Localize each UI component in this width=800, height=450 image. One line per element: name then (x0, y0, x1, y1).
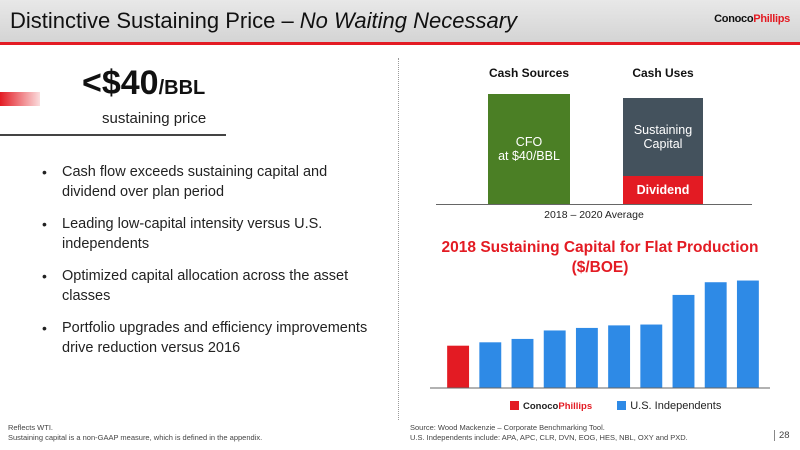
cash-sources-label: Cash Sources (488, 66, 570, 80)
sustaining-price-label: sustaining price (102, 110, 207, 127)
sustaining-price-value: <$40/BBL (82, 64, 205, 103)
bar-conocophillips (447, 345, 470, 388)
slide-title: Distinctive Sustaining Price – No Waitin… (10, 8, 517, 34)
cfo-label-line2: at $40/BBL (498, 149, 560, 163)
sustaining-capital-bar: Sustaining Capital (623, 98, 703, 176)
bar-us-independent (736, 280, 759, 388)
bar-us-independent (672, 294, 695, 388)
footnote-nongaap: Sustaining capital is a non-GAAP measure… (8, 433, 263, 442)
legend-swatch-conocophillips (510, 401, 519, 410)
bar-us-independent (511, 338, 534, 388)
bar-us-independent (608, 325, 631, 388)
footnote-left: Reflects WTI. Sustaining capital is a no… (8, 423, 262, 443)
dividend-bar: Dividend (623, 176, 703, 204)
chart-title: 2018 Sustaining Capital for Flat Product… (410, 238, 790, 278)
vertical-divider (398, 58, 399, 420)
sustaining-capital-bar-chart (430, 280, 770, 389)
legend-label-conocophillips: ConocoPhillips (523, 401, 593, 412)
footnote-source: Source: Wood Mackenzie – Corporate Bench… (410, 423, 605, 432)
page-number: 28 (774, 430, 790, 441)
conocophillips-logo: ConocoPhillips (714, 13, 790, 25)
bullet-text: Portfolio upgrades and efficiency improv… (62, 320, 368, 356)
price-amount: <$40 (82, 64, 159, 102)
chart-title-text: 2018 Sustaining Capital for Flat Product… (441, 239, 759, 256)
chart-legend: ConocoPhillips U.S. Independents (510, 400, 721, 412)
price-unit: /BBL (158, 77, 206, 99)
bullet-dot-icon: • (42, 164, 47, 180)
price-underline (0, 134, 226, 136)
legend-swatch-us-independents (617, 401, 627, 410)
footnote-right: Source: Wood Mackenzie – Corporate Bench… (410, 423, 688, 443)
bullet-dot-icon: • (42, 216, 47, 232)
cash-chart-baseline (436, 204, 752, 205)
slide-header: Distinctive Sustaining Price – No Waitin… (0, 0, 800, 42)
header-red-rule (0, 42, 800, 45)
bar-us-independent (575, 327, 598, 388)
bar-us-independent (479, 342, 502, 388)
cfo-bar: CFO at $40/BBL (488, 94, 570, 204)
bar-us-independent (640, 324, 663, 388)
cash-uses-label: Cash Uses (632, 66, 694, 80)
average-period-label: 2018 – 2020 Average (544, 209, 644, 221)
bullet-text: Optimized capital allocation across the … (62, 268, 349, 304)
bullet-item: • Portfolio upgrades and efficiency impro… (40, 318, 380, 358)
sustaining-label-line1: Sustaining (633, 123, 693, 137)
footnote-independents: U.S. Independents include: APA, APC, CLR… (410, 433, 688, 442)
slide-title-main: Distinctive Sustaining Price – (10, 8, 300, 33)
bar-us-independent (543, 330, 566, 388)
bullet-item: • Cash flow exceeds sustaining capital an… (40, 162, 380, 202)
bullet-item: • Optimized capital allocation across the… (40, 266, 380, 306)
bullet-item: • Leading low-capital intensity versus U.… (40, 214, 380, 254)
bullet-dot-icon: • (42, 268, 47, 284)
chart-subtitle-text: ($/BOE) (571, 259, 629, 276)
bar-us-independent (704, 282, 727, 388)
sustaining-label-line2: Capital (643, 137, 683, 151)
bullet-text: Leading low-capital intensity versus U.S… (62, 216, 323, 252)
bullet-dot-icon: • (42, 320, 47, 336)
cfo-label-line1: CFO (515, 135, 543, 149)
slide-title-italic: No Waiting Necessary (299, 8, 518, 33)
footnote-wti: Reflects WTI. (8, 423, 54, 432)
legend-label-us-independents: U.S. Independents (630, 400, 722, 412)
bullet-list: • Cash flow exceeds sustaining capital an… (40, 162, 380, 370)
red-accent-bar (0, 92, 40, 106)
bullet-text: Cash flow exceeds sustaining capital and… (62, 164, 328, 200)
